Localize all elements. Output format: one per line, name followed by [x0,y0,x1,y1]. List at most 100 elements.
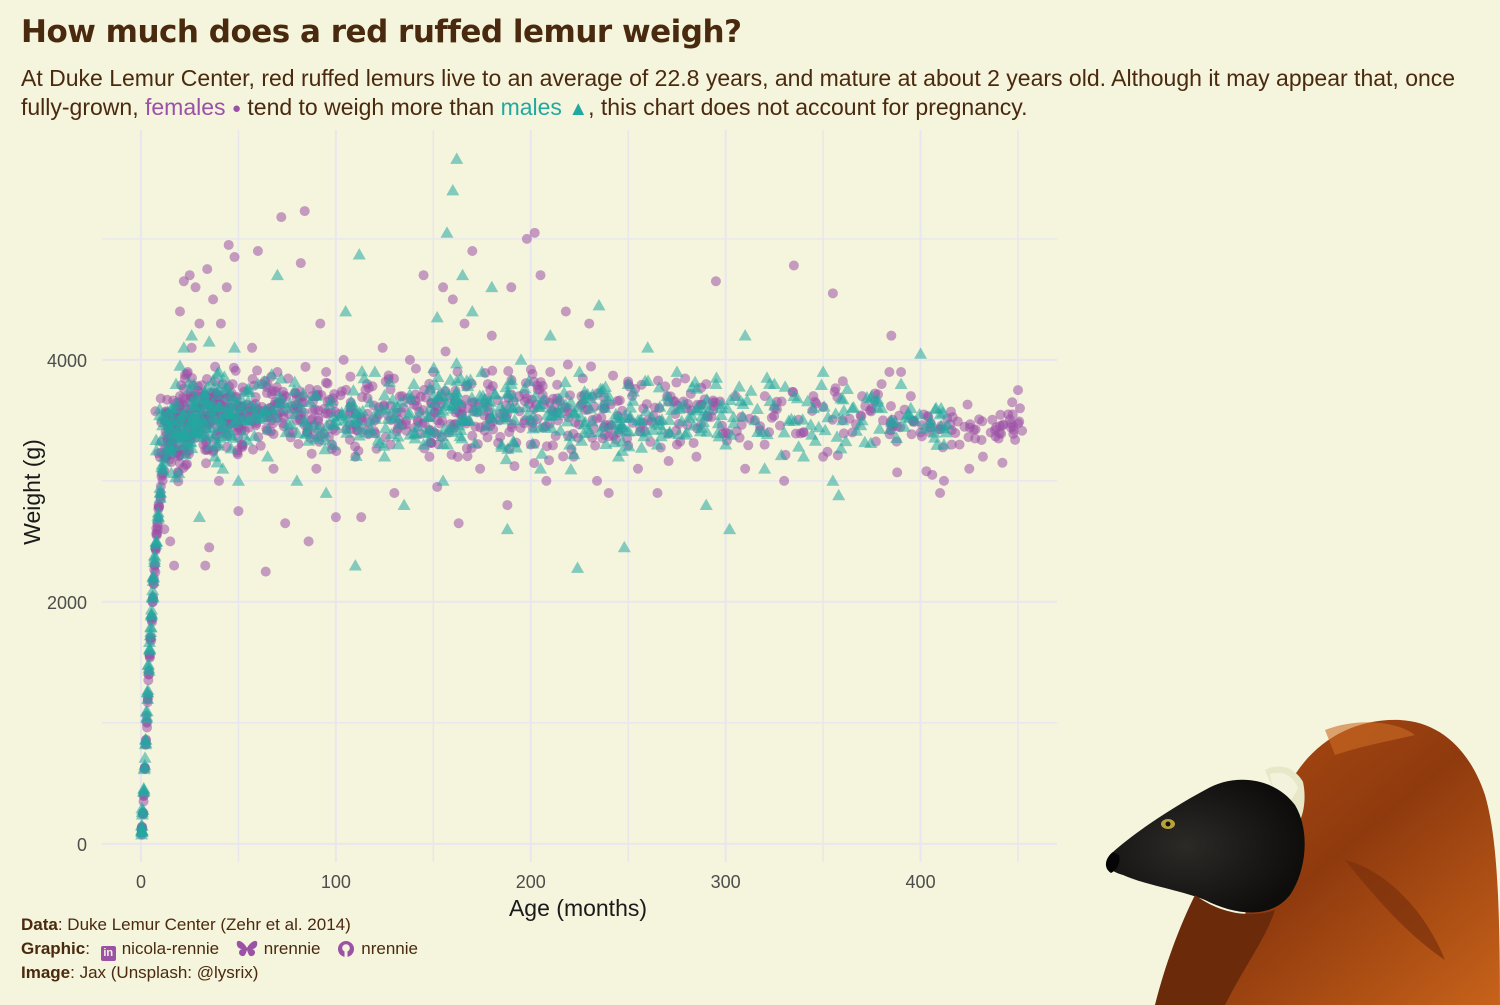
male-data-point [575,434,589,446]
male-data-point [599,380,613,392]
female-data-point [987,414,998,425]
github-handle[interactable]: nrennie [361,939,418,958]
male-data-point [499,452,513,465]
subtitle-part1: At Duke Lemur Center, red ruffed lemurs … [21,65,1456,120]
male-data-point [318,426,332,438]
female-data-point [276,212,287,223]
male-data-point [840,382,854,395]
male-data-point [446,183,460,196]
male-data-point [475,398,489,411]
male-data-point [458,413,472,426]
female-data-point [341,384,352,395]
male-data-point [675,414,689,427]
male-data-point [309,432,323,445]
female-data-point [385,384,396,395]
male-data-point [677,398,691,410]
female-data-point [537,381,548,392]
male-data-point [141,657,155,670]
male-data-point [176,408,190,420]
female-data-point [997,457,1008,468]
male-data-point [157,450,171,462]
male-data-point [808,434,822,446]
male-data-point [144,609,158,621]
female-data-point [790,428,801,439]
female-data-point [1008,428,1019,439]
male-data-point [226,431,240,443]
female-data-point [774,420,785,431]
female-data-point [614,395,625,406]
male-data-point [303,395,317,407]
male-data-point [146,569,160,582]
females-label: females [145,94,226,120]
male-data-point [571,561,585,573]
male-data-point [384,427,398,440]
male-data-point [797,450,811,462]
female-data-point [184,270,195,281]
male-data-point [894,377,908,389]
female-data-point [440,346,451,357]
male-data-point [318,442,332,455]
female-data-point [743,440,754,451]
male-data-point [897,420,911,432]
female-data-point [876,379,887,390]
male-data-point [687,419,701,431]
male-data-point [723,522,737,535]
caption: Data: Duke Lemur Center (Zehr et al. 201… [21,913,418,985]
male-data-point [873,422,887,434]
male-data-point [247,429,261,441]
male-data-point [774,448,788,461]
male-data-point [559,398,573,410]
male-data-point [748,413,762,426]
male-data-point [633,413,647,426]
male-data-point [479,419,493,431]
female-data-point [467,245,478,256]
male-data-point [535,447,549,459]
male-data-point [137,762,151,775]
female-data-point [174,306,185,317]
male-data-point [377,388,391,401]
male-data-point [494,399,508,412]
female-data-point [916,431,927,442]
male-data-point [352,429,366,441]
male-data-point [450,374,464,387]
male-data-point [700,425,714,437]
caption-image-line: Image: Jax (Unsplash: @lysrix) [21,961,418,985]
male-data-point [147,555,161,568]
female-data-point [525,364,536,375]
male-data-point [486,405,500,418]
male-data-point [144,621,158,633]
male-data-point [553,424,567,436]
male-data-point [337,414,351,426]
linkedin-handle[interactable]: nicola-rennie [121,939,220,958]
male-data-point [545,402,559,414]
female-data-point [996,428,1007,439]
female-data-point [321,377,332,388]
male-data-point [307,418,321,430]
male-data-point [626,394,640,406]
female-data-point [535,270,546,281]
male-data-point [356,404,370,417]
male-data-point [510,401,524,413]
bluesky-handle[interactable]: nrennie [263,939,321,958]
male-data-point [231,474,245,486]
x-axis-label: Age (months) [509,895,647,921]
male-data-point [481,394,495,407]
male-data-point [274,372,288,384]
female-data-point [827,288,838,299]
female-data-point [1017,425,1028,436]
male-data-point [500,522,514,535]
male-data-point [621,377,635,389]
female-data-point [779,475,790,486]
male-data-point [436,474,450,486]
caption-graphic-label: Graphic [21,939,86,958]
male-data-point [836,392,850,405]
female-data-point [229,252,240,263]
female-data-point [688,437,699,448]
female-data-point [954,439,965,450]
female-data-point [367,381,378,392]
female-data-point [475,463,486,474]
male-data-point [158,455,172,467]
female-data-point [447,294,458,305]
female-data-point [844,413,855,424]
male-data-point [557,386,571,398]
